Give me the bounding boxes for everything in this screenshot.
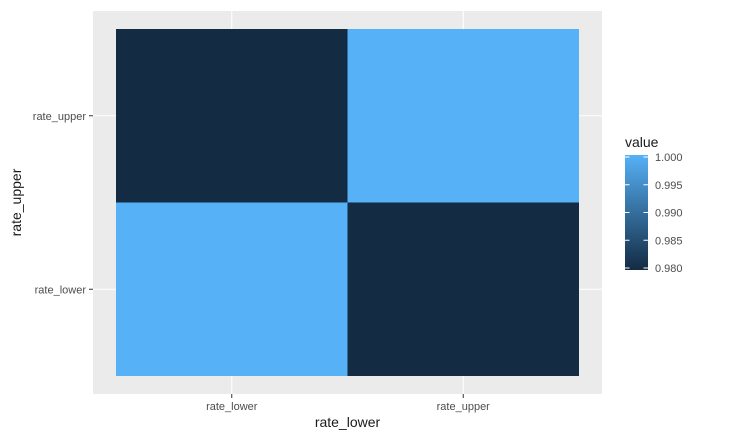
x-tick-label: rate_lower: [206, 401, 258, 413]
legend-tick-label: 0.980: [655, 263, 683, 275]
heatmap-cell-rate_upper-rate_lower: [347, 202, 579, 376]
heatmap-cell-rate_lower-rate_upper: [116, 29, 348, 203]
legend-title: value: [625, 134, 659, 150]
x-tick-label: rate_upper: [437, 401, 491, 413]
y-axis-title: rate_upper: [8, 168, 24, 236]
legend-colorbar: [625, 155, 648, 270]
x-axis-title: rate_lower: [315, 414, 381, 430]
legend-tick-label: 0.995: [655, 180, 683, 192]
legend-tick-label: 1.000: [655, 152, 683, 164]
y-tick-label: rate_upper: [33, 111, 87, 123]
heatmap-cell-rate_upper-rate_upper: [347, 29, 579, 203]
heatmap-cell-rate_lower-rate_lower: [116, 202, 348, 376]
y-tick-label: rate_lower: [35, 284, 87, 296]
legend-tick-label: 0.990: [655, 208, 683, 220]
y-axis: rate_lower rate_upper: [33, 111, 93, 296]
x-axis: rate_lower rate_upper: [206, 394, 490, 413]
legend-tick-label: 0.985: [655, 235, 683, 247]
legend-ticks: 1.000 0.995 0.990 0.985 0.980: [625, 152, 683, 275]
heatmap-cells: [116, 29, 579, 376]
legend: value 1.000 0.995 0.990 0.985 0.980: [625, 134, 683, 275]
